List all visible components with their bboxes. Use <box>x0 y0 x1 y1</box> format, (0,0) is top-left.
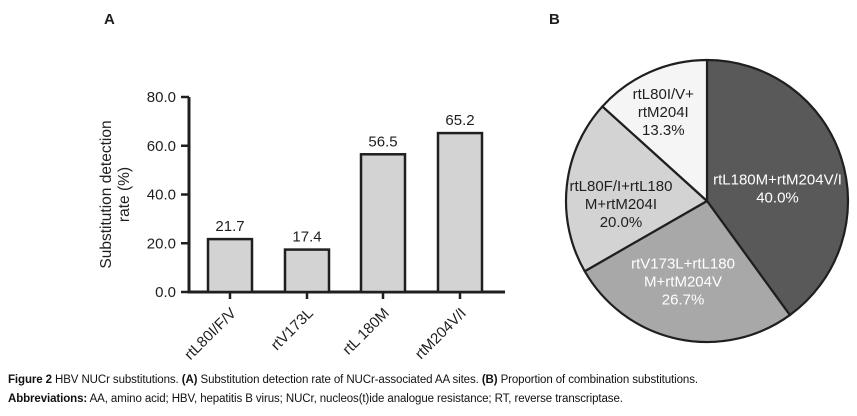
caption-figure-number: Figure 2 <box>8 374 52 386</box>
pie-slice-rtL180M+rtM204V/I <box>705 58 850 317</box>
bar-value-label: 17.4 <box>292 229 321 246</box>
pie-slice-rtV173L+rtL180M+rtM204V <box>583 199 791 344</box>
caption-panel-b-text: Proportion of combination substitutions. <box>497 374 698 386</box>
panel-b-label: B <box>549 11 560 28</box>
pie-slice-label: rtL80I/V+ <box>633 86 695 103</box>
combination-substitution-pie-chart: rtL180M+rtM204V/I40.0%rtV173L+rtL180M+rt… <box>564 58 850 344</box>
caption-panel-b-ref: (B) <box>481 374 498 386</box>
pie-slice-rtL80I/V+rtM204I <box>601 58 709 203</box>
caption-line-2: Abbreviations: AA, amino acid; HBV, hepa… <box>8 390 853 409</box>
caption-line-1: Figure 2 HBV NUCr substitutions. (A) Sub… <box>8 371 853 390</box>
y-tick-label: 80.0 <box>147 89 176 106</box>
pie-slice-label: 40.0% <box>756 189 799 206</box>
pie-slice-label: 20.0% <box>600 214 643 231</box>
y-axis-label: Substitution detection <box>98 120 115 268</box>
bar-rtL80I/F/V <box>206 237 254 294</box>
bar-value-label: 21.7 <box>215 218 244 235</box>
y-tick-label: 60.0 <box>147 138 176 155</box>
bar-value-label: 56.5 <box>368 133 397 150</box>
bar-rtV173L <box>283 248 331 294</box>
pie-slice-label: rtV173L+rtL180 <box>631 255 735 272</box>
pie-slice-label: rtL80F/I+rtL180 <box>569 178 672 195</box>
x-category-label: rtL 180M <box>339 305 392 358</box>
caption-abbreviations-lead: Abbreviations: <box>8 393 88 405</box>
y-tick-label: 0.0 <box>155 284 176 301</box>
y-axis-label: rate (%) <box>116 167 133 222</box>
pie-slice-label: rtM204I <box>638 104 689 121</box>
bar-rtM204V/I <box>436 131 484 294</box>
pie-slice-label: M+rtM204V <box>644 273 722 290</box>
x-category-label: rtM204V/I <box>412 305 470 363</box>
pie-slice-label: 26.7% <box>662 291 705 308</box>
panel-a-label: A <box>104 11 115 28</box>
y-tick-label: 20.0 <box>147 235 176 252</box>
x-category-label: rtL80I/F/V <box>181 305 240 364</box>
pie-slice-rtL80F/I+rtL180M+rtM204I <box>564 105 709 273</box>
figure-caption: Figure 2 HBV NUCr substitutions. (A) Sub… <box>8 371 853 409</box>
caption-panel-a-ref: (A) <box>181 374 198 386</box>
caption-title: HBV NUCr substitutions. <box>51 374 182 386</box>
bar-value-label: 65.2 <box>445 112 474 129</box>
caption-panel-a-text: Substitution detection rate of NUCr-asso… <box>197 374 482 386</box>
pie-slice-label: rtL180M+rtM204V/I <box>713 171 842 188</box>
pie-slice-label: M+rtM204I <box>585 196 657 213</box>
y-tick-label: 40.0 <box>147 187 176 204</box>
x-category-label: rtV173L <box>268 305 317 354</box>
caption-abbreviations-text: AA, amino acid; HBV, hepatitis B virus; … <box>87 393 623 405</box>
bar-rtL 180M <box>359 153 407 294</box>
pie-slice-label: 13.3% <box>642 122 685 139</box>
substitution-detection-bar-chart: 0.0 20.0 40.0 60.0 80.0 21.7 rtL80I/F/V 17.4 rtV… <box>98 89 505 364</box>
